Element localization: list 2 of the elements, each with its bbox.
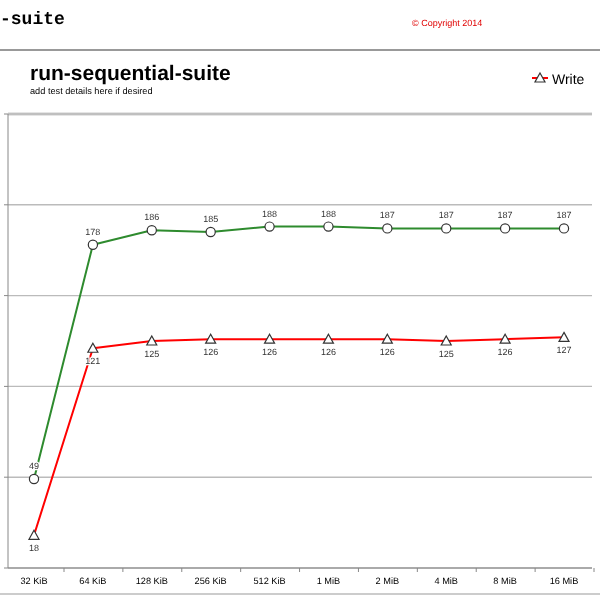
text: -suite bbox=[0, 10, 65, 30]
chart-title: run-sequential-suite bbox=[30, 62, 232, 86]
